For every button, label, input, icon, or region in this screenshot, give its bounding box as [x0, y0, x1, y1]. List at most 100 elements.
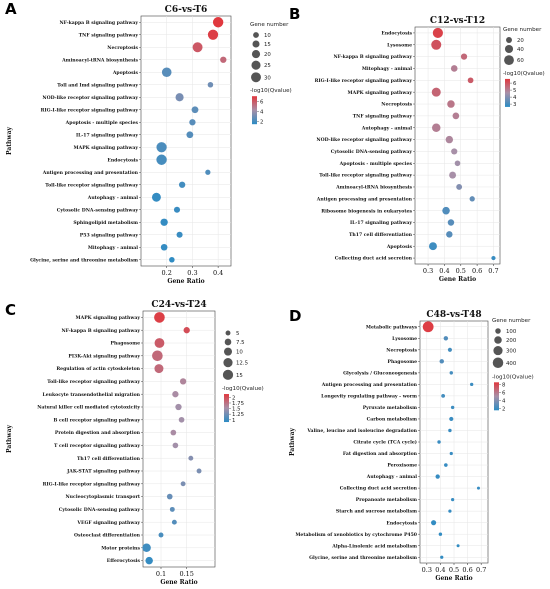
data-point [449, 451, 453, 456]
x-tick-label: 0.1 [156, 570, 166, 578]
data-point [444, 463, 448, 467]
plot-frame [142, 310, 216, 568]
x-tick-label: 0.7 [488, 267, 498, 275]
pathway-label: Antigen processing and presentation [321, 382, 418, 388]
pathway-label: Necroptosis [381, 102, 412, 108]
data-point [207, 81, 214, 88]
pathway-label: Pyruvate metabolism [363, 405, 417, 411]
pathway-label: IL-17 signaling pathway [76, 132, 138, 138]
data-point [166, 493, 173, 500]
data-point [170, 429, 177, 436]
data-point [443, 336, 449, 341]
data-point [154, 338, 165, 348]
data-point [422, 321, 434, 333]
size-legend-circle [495, 328, 501, 334]
pathway-label: Starch and sucrose metabolism [336, 509, 417, 515]
panel-c: C C24-vs-T24 0.1 0.15 MAPK signaling pathway… [5, 300, 264, 586]
data-point [154, 312, 165, 323]
data-point [438, 532, 443, 536]
x-axis-label: Gene Ratio [160, 579, 197, 586]
data-point [212, 17, 224, 28]
pathway-label: Propanoate metabolism [356, 497, 417, 503]
pathway-label: Toll-like receptor signaling pathway [45, 182, 138, 188]
pathway-label: Toll-like receptor signaling pathway [319, 173, 412, 179]
data-point [449, 371, 453, 375]
pathway-label: Osteoclast differentiation [74, 533, 141, 539]
pathway-label: Autophagy - animal [87, 195, 139, 201]
pathway-label: NF-kappa B signaling pathway [61, 328, 140, 334]
pathway-label: Mitophagy - animal [362, 66, 412, 72]
y-axis-label: Pathway [289, 428, 296, 456]
data-point [447, 347, 452, 352]
data-point [207, 29, 219, 40]
pathway-label: Nucleocytoplasmic transport [65, 494, 140, 500]
panel-title: C6-vs-T6 [165, 5, 208, 15]
size-legend-value: 20 [264, 52, 271, 58]
color-bar [252, 96, 257, 125]
x-tick-label: 0.3 [423, 267, 433, 275]
size-legend-circle [492, 357, 504, 369]
data-point [448, 428, 452, 433]
size-legend-circle [253, 32, 259, 38]
color-legend-title: -log10(Qvalue) [503, 71, 545, 77]
data-point [160, 218, 168, 226]
data-point [431, 520, 437, 526]
panel-label: C [5, 301, 16, 319]
x-tick-label: 0.15 [179, 570, 193, 578]
data-point [449, 171, 457, 179]
data-point [439, 359, 444, 364]
pathway-label: VEGF signaling pathway [76, 520, 140, 526]
pathway-label: Valine, leucine and isoleucine degradati… [306, 428, 417, 434]
color-bar [494, 382, 499, 411]
size-legend-value: 5 [236, 331, 239, 337]
data-point [191, 106, 199, 114]
pathway-label: Apoptosis [112, 70, 139, 76]
data-point [450, 405, 455, 410]
data-point [152, 350, 163, 362]
x-tick-label: 0.4 [439, 267, 449, 275]
color-bar-label: 4 [502, 398, 506, 404]
color-bar [224, 394, 229, 423]
x-axis-label: Gene Ratio [435, 575, 472, 582]
size-legend-value: 12.5 [236, 361, 248, 367]
pathway-label: Necroptosis [107, 45, 138, 51]
color-legend-title: -log10(Qvalue) [250, 88, 292, 94]
size-legend-circle [494, 336, 502, 344]
y-axis-label: Pathway [6, 425, 13, 453]
pathway-label: Toll and Imd signaling pathway [57, 82, 138, 88]
pathway-label: Peroxisome [387, 463, 417, 469]
data-point [440, 555, 444, 559]
color-bar-label: 2 [502, 406, 505, 412]
pathway-label: PI3K-Akt signaling pathway [68, 353, 140, 359]
pathway-label: Antigen processing and presentation [42, 170, 139, 176]
color-legend-title: -log10(Qvalue) [222, 386, 264, 392]
pathway-label: P53 signaling pathway [80, 232, 139, 238]
pathway-label: MAPK signaling pathway [76, 315, 141, 321]
data-point [156, 154, 167, 165]
pathway-label: RIG-I-like receptor signaling pathway [41, 107, 139, 113]
pathway-label: JAK-STAT signaling pathway [66, 469, 140, 475]
size-legend-circle [224, 347, 232, 356]
color-legend-title: -log10(Qvalue) [492, 374, 534, 380]
data-point [179, 378, 187, 385]
color-bar-label: 5 [513, 88, 516, 94]
data-point [437, 440, 441, 444]
data-point [178, 181, 186, 188]
pathway-label: Cytosolic DNA-sensing pathway [57, 207, 139, 213]
pathway-label: NOD-like receptor signaling pathway [42, 95, 138, 101]
size-legend-value: 300 [506, 349, 517, 355]
pathway-label: Regulation of actin cytoskeleton [56, 366, 140, 372]
pathway-label: Lysosome [387, 42, 412, 48]
size-legend-value: 7.5 [236, 340, 245, 346]
pathway-label: Necroptosis [386, 347, 417, 353]
data-point [156, 142, 167, 153]
data-point [158, 532, 164, 538]
size-legend-circle [493, 345, 503, 356]
color-bar-label: 3 [513, 102, 516, 108]
data-point [447, 100, 455, 108]
pathway-label: Lysosome [392, 336, 417, 342]
size-legend-value: 200 [506, 338, 517, 344]
color-bar-label: 8 [502, 382, 506, 388]
size-legend-circle [225, 330, 231, 336]
color-bar-label: 1.75 [232, 401, 244, 407]
